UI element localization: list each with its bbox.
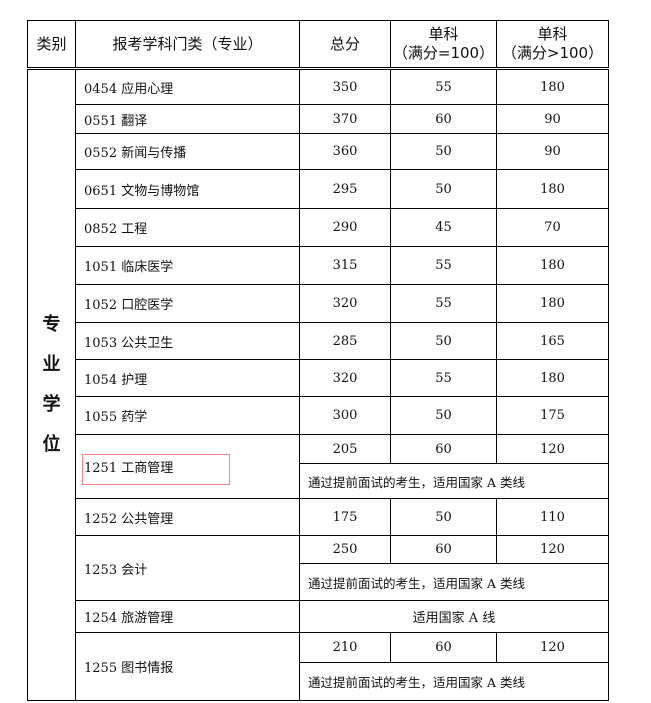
total-score: 360 (299, 133, 391, 170)
single-100-score: 60 (390, 104, 497, 134)
table-row: 1052 口腔医学 320 55 180 (28, 284, 609, 323)
table-row: 0551 翻译 370 60 90 (28, 104, 609, 134)
score-table: 类别 报考学科门类（专业） 总分 单科 （满分=100） 单科 （满分>100） 专… (27, 20, 609, 701)
total-score: 175 (299, 498, 391, 536)
major-name: 1251 工商管理 (75, 434, 300, 499)
single-100-score: 55 (390, 68, 497, 105)
single-100-score: 50 (390, 396, 497, 435)
single-100-score: 50 (390, 498, 497, 536)
single-100-score: 60 (390, 535, 497, 564)
table-row-note: 通过提前面试的考生，适用国家 A 类线 (28, 662, 609, 701)
single-100-score: 60 (390, 434, 497, 464)
header-category: 类别 (27, 20, 76, 70)
major-name: 0852 工程 (75, 208, 300, 247)
single-100-score: 55 (390, 246, 497, 285)
single-gt100-score: 90 (496, 133, 609, 170)
table-row: 1054 护理 320 55 180 (28, 359, 609, 397)
total-score: 300 (299, 396, 391, 435)
single-gt100-score: 70 (496, 208, 609, 247)
table-row: 1251 工商管理 205 60 120 (28, 434, 609, 499)
single-gt100-score: 180 (496, 68, 609, 105)
table-row: 0852 工程 290 45 70 (28, 208, 609, 247)
header-total: 总分 (299, 20, 391, 70)
table-row: 0651 文物与博物馆 295 50 180 (28, 169, 609, 209)
total-score: 320 (299, 284, 391, 323)
major-name: 1053 公共卫生 (75, 322, 300, 360)
table-row-note: 通过提前面试的考生，适用国家 A 类线 (28, 463, 609, 499)
major-name: 1255 图书情报 (75, 632, 300, 701)
single-gt100-score: 180 (496, 169, 609, 209)
major-name: 1253 会计 (75, 535, 300, 601)
single-gt100-score: 175 (496, 396, 609, 435)
total-score: 285 (299, 322, 391, 360)
major-name: 1052 口腔医学 (75, 284, 300, 323)
merged-note: 适用国家 A 线 (299, 600, 609, 633)
major-name: 0454 应用心理 (75, 68, 300, 105)
single-gt100-score: 180 (496, 359, 609, 397)
header-single-100: 单科 （满分=100） (390, 20, 497, 70)
category-char: 学 (42, 394, 61, 415)
total-score: 290 (299, 208, 391, 247)
table-row-note: 通过提前面试的考生，适用国家 A 类线 (28, 563, 609, 601)
header-single-100-line1: 单科 (428, 25, 459, 43)
major-name: 1051 临床医学 (75, 246, 300, 285)
major-name: 1252 公共管理 (75, 498, 300, 536)
table-row: 1053 公共卫生 285 50 165 (28, 322, 609, 360)
highlight-box (82, 454, 230, 485)
category-cell: 专业学位 (27, 68, 76, 701)
table-row: 0552 新闻与传播 360 50 90 (28, 133, 609, 170)
total-score: 295 (299, 169, 391, 209)
table-row: 1253 会计 250 60 120 (28, 535, 609, 601)
single-100-score: 55 (390, 359, 497, 397)
total-score: 370 (299, 104, 391, 134)
header-single-gt100-line1: 单科 (537, 25, 568, 43)
single-gt100-score: 120 (496, 535, 609, 564)
category-char: 专 (42, 314, 61, 335)
header-single-gt100-line2: （满分>100） (501, 44, 604, 62)
major-name: 0551 翻译 (75, 104, 300, 134)
single-100-score: 55 (390, 284, 497, 323)
row-note: 通过提前面试的考生，适用国家 A 类线 (299, 463, 609, 499)
table-row: 1254 旅游管理 适用国家 A 线 (28, 600, 609, 633)
total-score: 250 (299, 535, 391, 564)
single-gt100-score: 165 (496, 322, 609, 360)
major-name: 1254 旅游管理 (75, 600, 300, 633)
table-row: 专业学位 0454 应用心理 350 55 180 (27, 68, 609, 701)
single-100-score: 45 (390, 208, 497, 247)
table-row: 1252 公共管理 175 50 110 (28, 498, 609, 536)
single-gt100-score: 120 (496, 632, 609, 663)
single-gt100-score: 180 (496, 246, 609, 285)
table-row: 1255 图书情报 210 60 120 (28, 632, 609, 701)
total-score: 205 (299, 434, 391, 464)
total-score: 210 (299, 632, 391, 663)
single-100-score: 60 (390, 632, 497, 663)
table-row: 1051 临床医学 315 55 180 (28, 246, 609, 285)
single-gt100-score: 180 (496, 284, 609, 323)
single-gt100-score: 110 (496, 498, 609, 536)
single-100-score: 50 (390, 169, 497, 209)
single-gt100-score: 120 (496, 434, 609, 464)
total-score: 350 (299, 68, 391, 105)
category-char: 业 (42, 354, 61, 375)
single-100-score: 50 (390, 322, 497, 360)
major-name: 1055 药学 (75, 396, 300, 435)
table-row: 1055 药学 300 50 175 (28, 396, 609, 435)
header-single-100-line2: （满分=100） (392, 44, 495, 62)
major-name: 0651 文物与博物馆 (75, 169, 300, 209)
header-row: 类别 报考学科门类（专业） 总分 单科 （满分=100） 单科 （满分>100） (27, 20, 609, 70)
single-100-score: 50 (390, 133, 497, 170)
total-score: 320 (299, 359, 391, 397)
row-note: 通过提前面试的考生，适用国家 A 类线 (299, 662, 609, 701)
major-name: 1054 护理 (75, 359, 300, 397)
single-gt100-score: 90 (496, 104, 609, 134)
row-note: 通过提前面试的考生，适用国家 A 类线 (299, 563, 609, 601)
header-single-gt100: 单科 （满分>100） (496, 20, 609, 70)
major-name: 0552 新闻与传播 (75, 133, 300, 170)
category-char: 位 (42, 434, 61, 455)
total-score: 315 (299, 246, 391, 285)
header-major: 报考学科门类（专业） (75, 20, 300, 70)
